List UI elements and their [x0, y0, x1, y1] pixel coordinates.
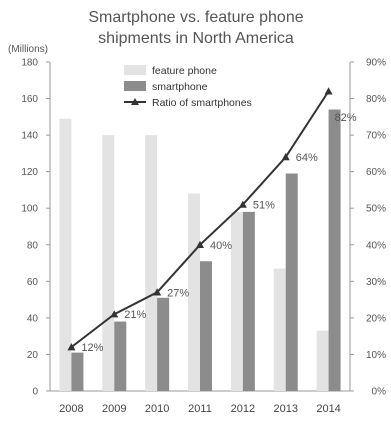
- y-left-tick-label: 60: [27, 277, 39, 288]
- feature-phone-bar-2014: [316, 330, 329, 391]
- ratio-data-label-2008: 12%: [81, 342, 103, 354]
- ratio-marker-2011: [196, 240, 204, 248]
- y-left-tick-label: 160: [21, 94, 38, 105]
- y-right-tick-label: 80%: [366, 94, 386, 105]
- y-right-tick-label: 0%: [372, 387, 387, 398]
- chart-title-line-1: Smartphone vs. feature phone: [88, 9, 303, 26]
- ratio-data-label-2010: 27%: [167, 287, 189, 299]
- legend-swatch-feature-phone: [124, 65, 146, 75]
- ratio-marker-2010: [153, 288, 162, 296]
- ratio-marker-2009: [110, 310, 119, 318]
- ratio-data-label-2013: 64%: [296, 152, 318, 164]
- feature-phone-bar-2011: [188, 193, 200, 391]
- feature-phone-bar-2010: [145, 135, 158, 391]
- y-right-tick-label: 70%: [366, 131, 386, 142]
- feature-phone-bar-2008: [59, 118, 72, 392]
- legend-swatch-smartphone: [124, 81, 146, 91]
- smartphone-bar-2009: [114, 321, 127, 391]
- ratio-marker-2014: [324, 87, 333, 95]
- y-left-tick-label: 180: [21, 58, 38, 69]
- smartphone-bar-2008: [71, 352, 84, 391]
- x-tick-label-2009: 2009: [102, 403, 126, 415]
- x-tick-label-2014: 2014: [316, 403, 340, 415]
- smartphone-bar-2011: [200, 261, 212, 391]
- y-right-tick-label: 90%: [366, 58, 386, 69]
- y-right-tick-label: 50%: [366, 204, 386, 215]
- x-tick-label-2013: 2013: [273, 403, 297, 415]
- y-right-tick-label: 20%: [366, 313, 386, 324]
- feature-phone-bar-2009: [102, 135, 115, 391]
- x-tick-label-2011: 2011: [188, 403, 212, 415]
- ratio-data-label-2014: 82%: [335, 112, 357, 124]
- y-left-tick-label: 80: [27, 240, 39, 251]
- y-axis-unit-label: (Millions): [8, 44, 48, 55]
- smartphone-bar-2014: [328, 109, 341, 392]
- x-tick-label-2012: 2012: [231, 403, 255, 415]
- smartphone-bar-2012: [242, 211, 255, 391]
- x-tick-label-2008: 2008: [59, 403, 83, 415]
- feature-phone-bar-2013: [273, 268, 286, 391]
- ratio-data-label-2009: 21%: [124, 309, 146, 321]
- ratio-data-label-2012: 51%: [253, 200, 275, 212]
- y-right-tick-label: 40%: [366, 240, 386, 251]
- smartphone-bar-2010: [157, 297, 170, 391]
- y-left-tick-label: 120: [21, 167, 38, 178]
- y-left-tick-label: 100: [21, 204, 38, 215]
- legend-label-feature-phone: feature phone: [152, 65, 217, 77]
- ratio-data-label-2011: 40%: [210, 240, 232, 252]
- chart-title-line-2: shipments in North America: [98, 30, 294, 47]
- feature-phone-bar-2012: [230, 211, 243, 391]
- smartphone-bar-2013: [285, 173, 298, 391]
- ratio-marker-2013: [281, 153, 290, 161]
- y-right-tick-label: 10%: [366, 350, 386, 361]
- ratio-marker-2012: [238, 200, 247, 208]
- legend-label-ratio-of-smartphones: Ratio of smartphones: [152, 97, 252, 109]
- y-left-tick-label: 40: [27, 313, 39, 324]
- x-tick-label-2010: 2010: [145, 403, 169, 415]
- ratio-marker-2008: [67, 343, 76, 351]
- y-left-tick-label: 20: [27, 350, 39, 361]
- legend-label-smartphone: smartphone: [152, 81, 208, 93]
- y-right-tick-label: 60%: [366, 167, 386, 178]
- legend-swatch-ratio-marker: [131, 98, 139, 105]
- y-left-tick-label: 0: [32, 387, 38, 398]
- y-right-tick-label: 30%: [366, 277, 386, 288]
- y-left-tick-label: 140: [21, 131, 38, 142]
- plot-area: 0 20 40 60 80 100 120 140 160 180 0% 10% 20% 30% 40% 50…: [21, 58, 386, 416]
